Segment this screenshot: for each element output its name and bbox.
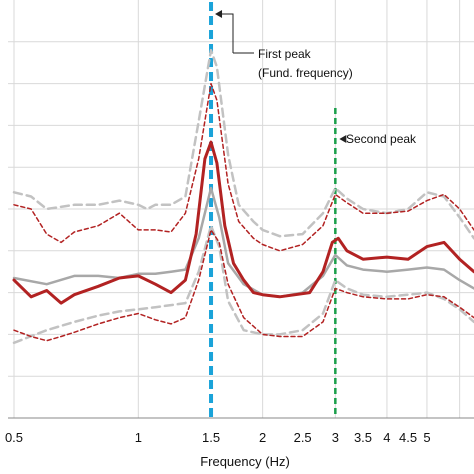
- first-peak-arrowhead: [215, 10, 223, 18]
- first-peak-sublabel: (Fund. frequency): [258, 66, 353, 80]
- second-peak-label: Second peak: [346, 132, 417, 146]
- annotations: First peak (Fund. frequency) Second peak: [215, 10, 417, 146]
- x-tick-label: 1.5: [202, 430, 220, 445]
- series-band-lower-gray: [12, 224, 474, 345]
- series-band-upper-red: [13, 82, 474, 252]
- x-tick-label: 4.5: [399, 430, 417, 445]
- x-axis-title: Frequency (Hz): [200, 454, 290, 469]
- peak-markers: [209, 2, 337, 418]
- series-band-lower-red: [13, 229, 474, 342]
- x-tick-label: 4: [383, 430, 390, 445]
- series-group: [12, 48, 474, 345]
- x-tick-label: 0.5: [5, 430, 23, 445]
- first-peak-label: First peak: [258, 47, 312, 61]
- x-tick-label: 2: [259, 430, 266, 445]
- x-tick-labels: 0.5 1 1.5 2 2.5 3 3.5 4 4.5 5: [5, 430, 431, 445]
- x-tick-label: 1: [135, 430, 142, 445]
- x-tick-label: 5: [423, 430, 430, 445]
- x-tick-label: 3.5: [354, 430, 372, 445]
- x-tick-label: 2.5: [294, 430, 312, 445]
- series-mean-red: [12, 140, 474, 305]
- second-peak-arrowhead: [339, 135, 347, 143]
- x-tick-label: 3: [332, 430, 339, 445]
